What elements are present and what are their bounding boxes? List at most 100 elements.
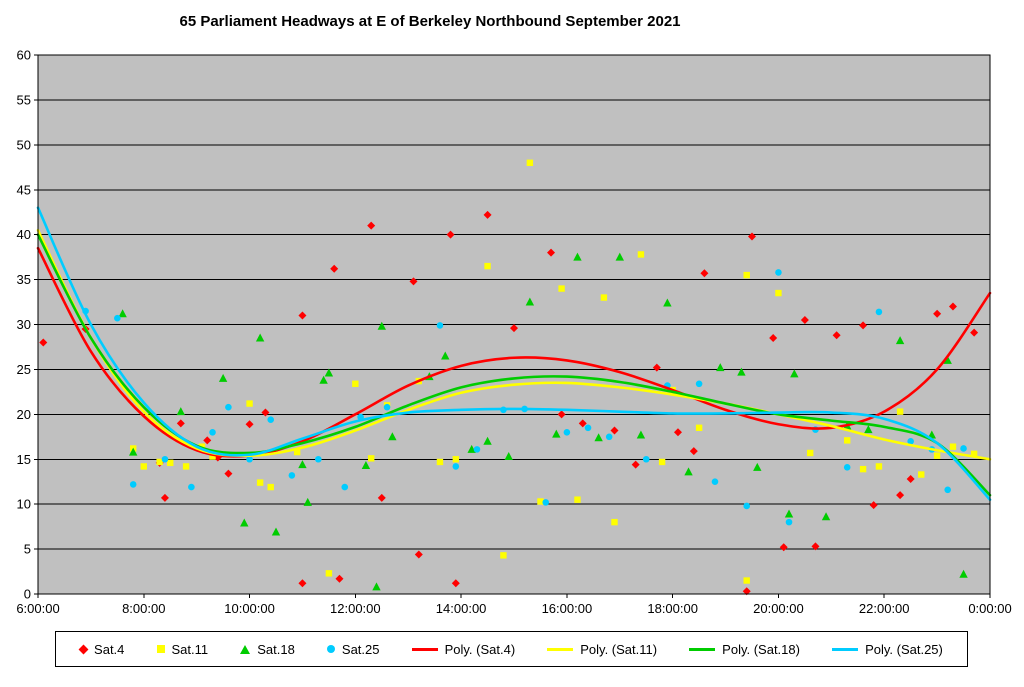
scatter-point [167, 459, 174, 467]
scatter-point [611, 518, 618, 526]
scatter-point [959, 569, 968, 578]
scatter-point [637, 251, 645, 258]
scatter-point [483, 210, 492, 219]
scatter-point [240, 518, 249, 527]
x-tick-label: 8:00:00 [122, 601, 165, 616]
scatter-point [652, 363, 661, 372]
scatter-point [906, 475, 915, 484]
y-tick-label: 40 [17, 227, 31, 242]
scatter-point [695, 380, 703, 388]
scatter-point [303, 497, 312, 506]
y-tick-label: 15 [17, 452, 31, 467]
legend-label-sat11: Sat.11 [171, 641, 209, 657]
scatter-point [537, 498, 544, 505]
scatter-point [182, 463, 190, 470]
scatter-point [267, 483, 274, 491]
scatter-point [859, 465, 867, 473]
y-tick-label: 20 [17, 407, 31, 422]
scatter-point [684, 467, 693, 476]
scatter-point [784, 509, 794, 518]
legend-item-poly-sat18: Poly. (Sat.18) [689, 642, 800, 657]
scatter-point [557, 410, 566, 419]
scatter-point [844, 437, 851, 444]
scatter-point [467, 444, 476, 453]
legend-item-poly-sat4: Poly. (Sat.4) [411, 642, 515, 657]
legend-label-poly-sat25: Poly. (Sat.25) [865, 641, 943, 657]
scatter-point [129, 481, 137, 488]
scatter-point [156, 458, 163, 466]
y-tick-label: 30 [17, 317, 31, 332]
legend-label-sat25: Sat.25 [341, 641, 380, 657]
trendline-path [36, 228, 992, 461]
scatter-point [224, 469, 233, 478]
scatter-point [203, 436, 212, 445]
x-tick-label: 0:00:00 [968, 601, 1011, 616]
scatter-point [578, 419, 587, 428]
scatter-point [875, 308, 883, 316]
y-tick-label: 5 [24, 542, 31, 557]
scatter-point [610, 426, 619, 435]
scatter-point [256, 479, 264, 486]
y-tick-label: 55 [17, 92, 31, 107]
scatter-point [209, 453, 216, 460]
scatter-point [832, 331, 841, 340]
scatter-point [573, 252, 582, 261]
scatter-point [811, 542, 820, 551]
scatter-point [943, 355, 952, 364]
triangle-icon [240, 644, 251, 654]
trendline-path [36, 206, 992, 501]
trendline-icon [547, 647, 574, 651]
scatter-point [948, 302, 957, 311]
scatter-point [39, 338, 48, 347]
scatter-point [118, 309, 127, 318]
scatter-point [600, 294, 608, 301]
y-tick-label: 50 [17, 137, 31, 152]
scatter-point [790, 369, 799, 378]
scatter-point [452, 456, 460, 463]
scatter-point [114, 314, 121, 322]
scatter-point [869, 501, 878, 510]
scatter-point [324, 368, 334, 377]
scatter-point [558, 285, 565, 292]
scatter-point [896, 408, 904, 415]
diamond-icon [78, 644, 89, 654]
legend-label-poly-sat11: Poly. (Sat.11) [580, 641, 658, 657]
scatter-point [352, 380, 359, 387]
y-tick-label: 60 [17, 48, 31, 63]
scatter-point [298, 579, 307, 588]
scatter-point [383, 403, 391, 411]
scatter-point [510, 324, 518, 333]
scatter-point [245, 420, 254, 429]
scatter-point [500, 552, 507, 559]
scatter-point [800, 316, 809, 325]
scatter-point [636, 430, 646, 439]
scatter-point [335, 574, 344, 583]
x-tick-label: 16:00:00 [542, 601, 593, 616]
scatter-point [896, 491, 905, 500]
scatter-point [689, 447, 698, 456]
y-tick-label: 10 [17, 497, 31, 512]
scatter-point [547, 248, 556, 257]
scatter-point [325, 570, 333, 577]
scatter-point [246, 400, 253, 407]
square-icon [156, 645, 165, 653]
scatter-point [775, 289, 782, 297]
scatter-point [319, 375, 328, 384]
scatter-point [414, 550, 423, 559]
scatter-point [716, 363, 725, 372]
scatter-point [504, 452, 513, 461]
scatter-point [631, 460, 640, 469]
scatter-point [779, 543, 788, 552]
scatter-point [775, 269, 782, 276]
y-tick-label: 35 [17, 272, 31, 287]
scatter-point [372, 582, 381, 591]
scatter-point [843, 464, 851, 471]
scatter-point [368, 455, 375, 462]
scatter-point [737, 367, 746, 376]
scatter-point [409, 277, 418, 286]
scatter-point [526, 159, 534, 166]
scatter-point [140, 463, 147, 470]
scatter-point [261, 408, 270, 417]
scatter-point [769, 333, 778, 342]
scatter-point [658, 458, 666, 466]
